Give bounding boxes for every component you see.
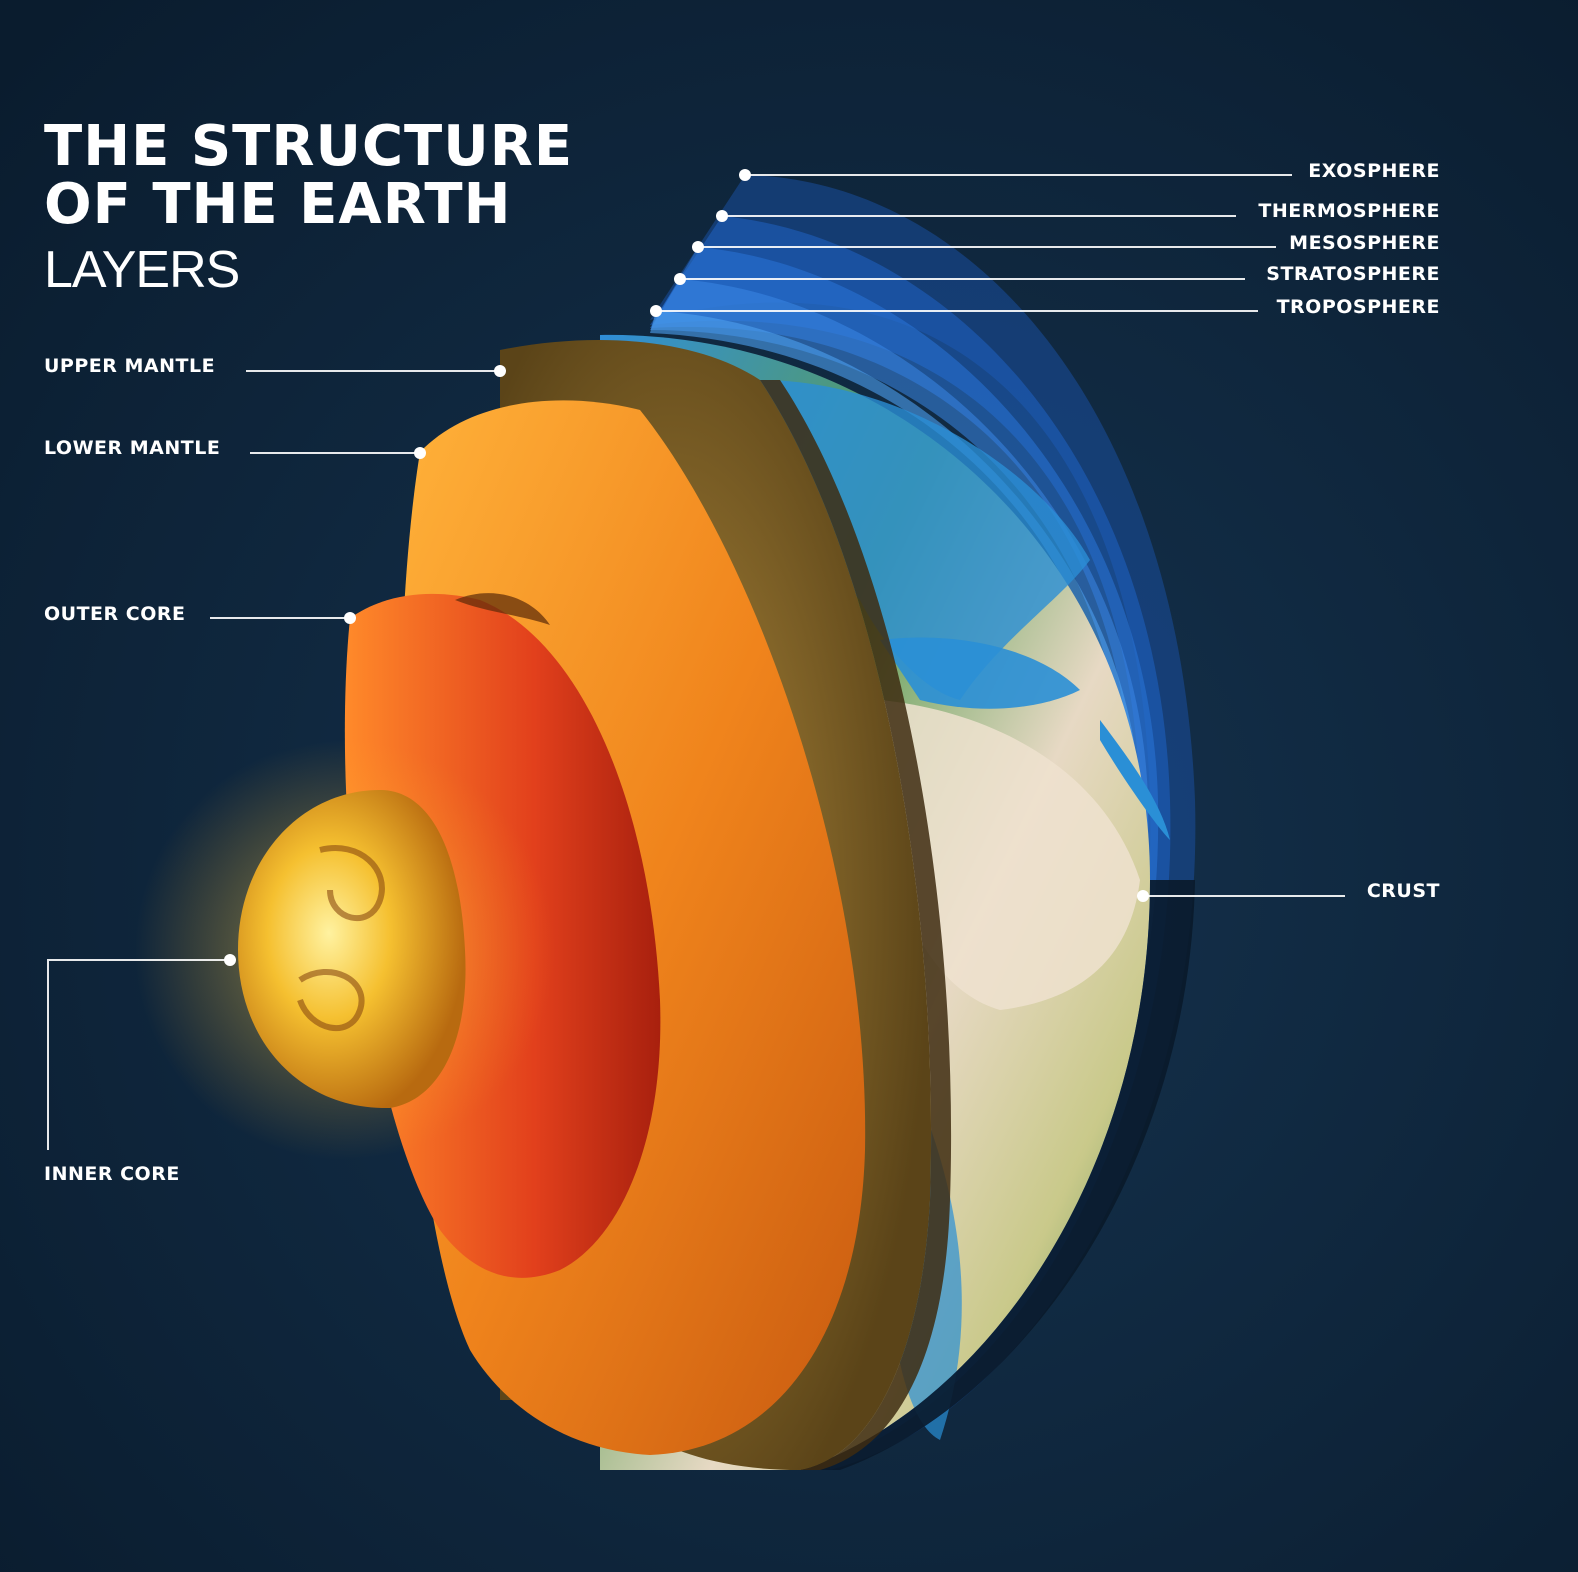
inner-core-leader <box>47 959 230 1150</box>
red-sea <box>1100 720 1170 840</box>
inner-core-dot <box>224 954 236 966</box>
stratosphere-dot <box>674 273 686 285</box>
title-line-2: OF THE EARTH <box>44 172 512 237</box>
label-thermosphere: THERMOSPHERE <box>1258 200 1440 222</box>
title-line-1: THE STRUCTURE <box>44 114 574 179</box>
label-upper-mantle: UPPER MANTLE <box>44 355 216 377</box>
label-crust: CRUST <box>1366 880 1440 902</box>
atmosphere-layers <box>650 175 1196 1470</box>
subtitle: LAYERS <box>44 241 240 299</box>
leader-dots <box>224 169 1149 966</box>
label-mesosphere: MESOSPHERE <box>1289 232 1440 254</box>
label-stratosphere: STRATOSPHERE <box>1266 263 1440 285</box>
mesosphere-dot <box>692 241 704 253</box>
title-block: THE STRUCTURE OF THE EARTH LAYERS <box>44 118 573 300</box>
troposphere-dot <box>650 305 662 317</box>
leader-lines <box>47 174 1345 1150</box>
sahara-region <box>880 700 1140 1010</box>
label-inner-core: INNER CORE <box>44 1163 180 1185</box>
crust-dot <box>1137 890 1149 902</box>
upper-mantle-dot <box>494 365 506 377</box>
inner-core-sphere <box>238 790 466 1109</box>
label-lower-mantle: LOWER MANTLE <box>44 437 221 459</box>
earth-shadow-edge <box>800 880 1195 1470</box>
mediterranean-sea <box>880 637 1080 709</box>
outer-core-cavity <box>455 593 550 625</box>
ocean-region <box>760 380 1090 700</box>
exosphere-dot <box>739 169 751 181</box>
label-outer-core: OUTER CORE <box>44 603 186 625</box>
label-troposphere: TROPOSPHERE <box>1276 296 1440 318</box>
thermosphere-dot <box>716 210 728 222</box>
outer-core-dot <box>344 612 356 624</box>
inner-core-texture <box>297 845 385 1031</box>
lower-mantle-dot <box>414 447 426 459</box>
label-exosphere: EXOSPHERE <box>1308 160 1440 182</box>
